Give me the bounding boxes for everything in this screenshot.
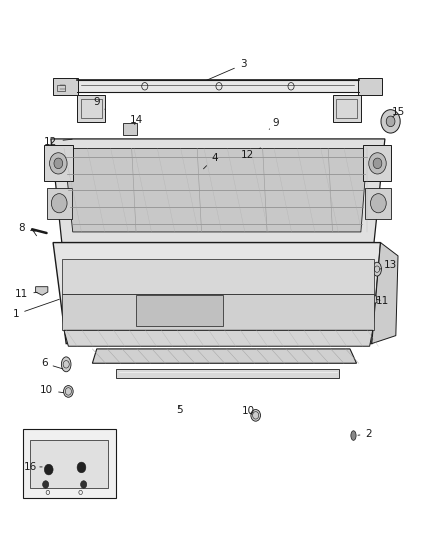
Polygon shape [367,296,377,305]
Bar [365,188,391,219]
Bar [62,259,374,294]
Circle shape [42,481,49,488]
Text: 13: 13 [380,261,397,270]
Bar [62,294,374,330]
Text: 9: 9 [269,118,279,130]
Circle shape [373,158,382,168]
Text: 12: 12 [241,148,261,160]
Ellipse shape [61,357,71,372]
Ellipse shape [351,431,356,440]
Text: 10: 10 [40,385,64,395]
Polygon shape [51,139,385,243]
Bar [22,429,117,498]
Circle shape [54,158,63,168]
Text: 2: 2 [358,429,372,439]
Bar [57,85,65,91]
Bar [81,99,102,118]
Polygon shape [35,287,48,295]
Text: 15: 15 [392,107,405,117]
Bar [44,146,73,181]
Text: 11: 11 [15,289,37,299]
Circle shape [51,193,67,213]
Ellipse shape [64,385,73,397]
Polygon shape [53,243,381,344]
Circle shape [81,481,87,488]
Bar [358,78,382,95]
Bar [77,95,106,123]
Text: 6: 6 [41,358,63,369]
Circle shape [371,193,386,213]
Bar [363,146,392,181]
Bar [77,80,359,92]
Bar [332,95,361,123]
Bar [53,78,78,95]
Text: 12: 12 [44,136,72,147]
Bar [117,368,339,378]
Text: 11: 11 [376,296,389,306]
Polygon shape [92,349,357,364]
Text: 16: 16 [24,462,42,472]
Polygon shape [64,149,367,232]
Bar [136,295,223,326]
Circle shape [44,464,53,475]
Polygon shape [64,330,373,346]
Text: 3: 3 [206,60,246,80]
Text: 5: 5 [177,405,183,415]
Text: 1: 1 [13,300,59,319]
Bar [30,440,108,488]
Ellipse shape [251,409,261,421]
Text: 4: 4 [204,152,218,169]
Text: 14: 14 [129,115,143,125]
Bar [123,123,137,135]
Bar [336,99,357,118]
Polygon shape [372,243,398,344]
Ellipse shape [373,262,381,276]
Text: 8: 8 [18,223,35,233]
Circle shape [369,153,386,174]
Circle shape [49,153,67,174]
Text: 9: 9 [93,96,106,110]
Bar [46,188,72,219]
Text: 10: 10 [242,406,255,416]
Circle shape [381,110,400,133]
Circle shape [386,116,395,127]
Circle shape [77,462,86,473]
